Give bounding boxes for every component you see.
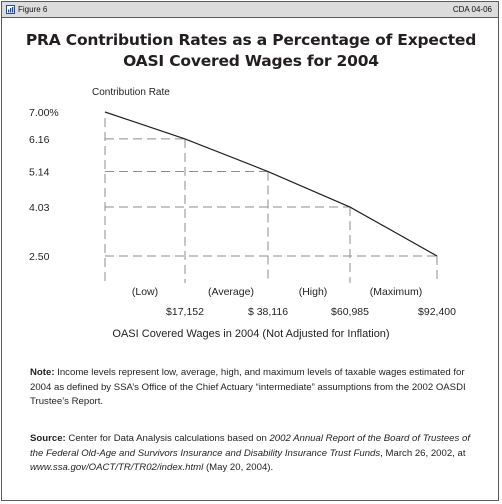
x-tick-label: $92,400	[418, 306, 456, 318]
figure-label: Figure 6	[18, 5, 48, 14]
document-id: CDA 04-06	[452, 5, 492, 14]
x-tick-label: $ 38,116	[248, 306, 288, 318]
y-tick-label: 2.50	[29, 251, 50, 263]
source-url: www.ssa.gov/OACT/TR/TR02/index.html	[30, 462, 204, 473]
x-tick-label: $60,985	[331, 306, 369, 318]
note-paragraph: Note: Income levels represent low, avera…	[30, 366, 478, 410]
y-axis-title: Contribution Rate	[92, 87, 170, 98]
x-axis-title: OASI Covered Wages in 2004 (Not Adjusted…	[112, 328, 389, 340]
source-text-3: (May 20, 2004).	[203, 462, 274, 473]
chart-title: PRA Contribution Rates as a Percentage o…	[0, 30, 502, 72]
category-label: (Average)	[208, 286, 254, 298]
x-tick-label: $17,152	[166, 306, 204, 318]
y-tick-label: 7.00%	[29, 107, 59, 119]
source-text-2: , March 26, 2002, at	[380, 447, 466, 459]
series-line	[104, 111, 438, 257]
source-paragraph: Source: Center for Data Analysis calcula…	[30, 432, 482, 476]
source-text-1: Center for Data Analysis calculations ba…	[65, 433, 270, 444]
chart-title-line-2: OASI Covered Wages for 2004	[123, 52, 379, 70]
category-label: (Low)	[132, 286, 158, 298]
chart-title-line-1: PRA Contribution Rates as a Percentage o…	[25, 31, 477, 49]
category-label: (Maximum)	[370, 286, 423, 298]
note-label: Note:	[30, 367, 55, 378]
y-tick-label: 6.16	[29, 134, 50, 146]
chart-figure-icon	[6, 5, 15, 14]
category-label: (High)	[299, 286, 328, 298]
note-text: Income levels represent low, average, hi…	[30, 367, 466, 407]
source-label: Source:	[30, 433, 66, 444]
y-tick-label: 5.14	[29, 167, 50, 179]
source-report-title: 2002 Annual Report of the Board of Trust…	[30, 433, 470, 459]
figure-tab: Figure 6	[2, 2, 53, 17]
figure-header-bar: Figure 6 CDA 04-06	[2, 2, 498, 18]
y-tick-label: 4.03	[29, 202, 50, 214]
